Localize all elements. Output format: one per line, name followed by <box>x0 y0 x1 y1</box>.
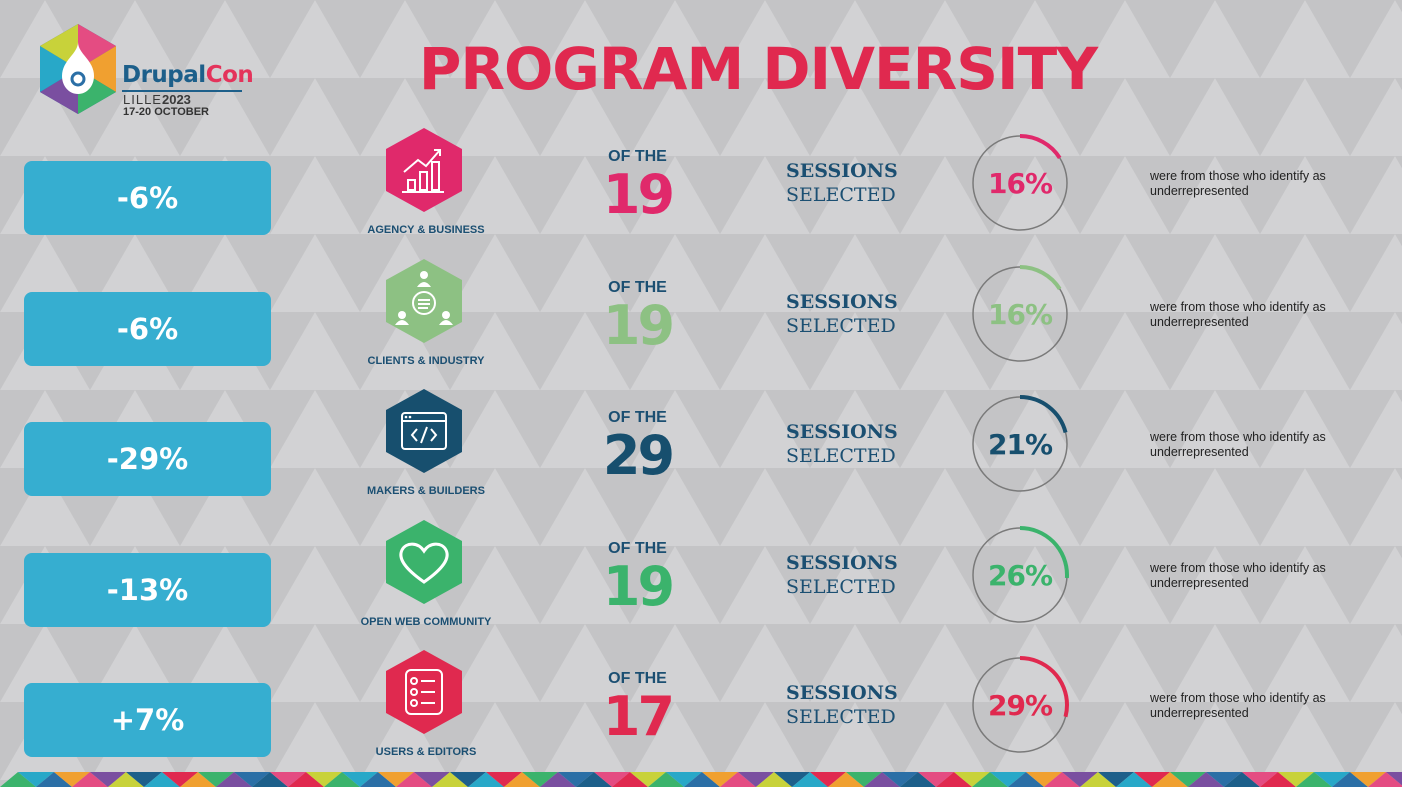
change-badge: -13% <box>24 553 271 627</box>
track-label: OPEN WEB COMMUNITY <box>360 616 492 628</box>
selected-label: SELECTED <box>786 706 896 728</box>
sessions-count: 17 <box>602 685 675 748</box>
selected-label: SELECTED <box>786 315 896 337</box>
logo-dates: 17-20 OCTOBER <box>123 106 209 118</box>
track-row: +7% USERS & EDITORS OF THE 17 SESSIONS SELECT… <box>0 650 1402 780</box>
change-badge: +7% <box>24 683 271 757</box>
track-row: -13% OPEN WEB COMMUNITY OF THE 19 SESSIONS SE… <box>0 520 1402 650</box>
sessions-count: 19 <box>602 555 675 618</box>
track-row: -6% AGENCY & BUSINESS OF THE 19 SESSIONS SELE… <box>0 128 1402 258</box>
logo-wordmark: DrupalCon <box>122 62 254 88</box>
underrepresented-note: were from those who identify as underrep… <box>1150 430 1326 459</box>
code-window-icon <box>386 389 462 473</box>
underrepresented-note: were from those who identify as underrep… <box>1150 169 1326 198</box>
percent-ring <box>971 526 1069 624</box>
underrepresented-note: were from those who identify as underrep… <box>1150 300 1326 329</box>
track-label: USERS & EDITORS <box>375 746 477 758</box>
of-the-label: OF THE <box>608 279 667 296</box>
logo-city: LILLE2023 <box>123 92 191 107</box>
selected-label: SELECTED <box>786 576 896 598</box>
sessions-label: SESSIONS <box>786 291 898 313</box>
percent-ring-arc <box>971 265 1069 363</box>
percent-ring <box>971 656 1069 754</box>
of-the-label: OF THE <box>608 540 667 557</box>
page-title: PROGRAM DIVERSITY <box>418 35 1098 103</box>
of-the-label: OF THE <box>608 409 667 426</box>
change-badge: -29% <box>24 422 271 496</box>
sessions-count: 19 <box>602 163 675 226</box>
chart-growth-icon <box>386 128 462 212</box>
percent-ring-arc <box>971 526 1069 624</box>
percent-ring-arc <box>971 134 1069 232</box>
percent-ring-arc <box>971 656 1069 754</box>
selected-label: SELECTED <box>786 445 896 467</box>
percent-value: 16% <box>987 166 1053 200</box>
change-badge: -6% <box>24 161 271 235</box>
track-row: -29% MAKERS & BUILDERS OF THE 29 SESSIONS SEL… <box>0 389 1402 519</box>
percent-value: 26% <box>987 558 1053 592</box>
checklist-icon <box>386 650 462 734</box>
percent-ring-arc <box>971 395 1069 493</box>
percent-ring <box>971 134 1069 232</box>
sessions-label: SESSIONS <box>786 160 898 182</box>
percent-value: 21% <box>987 427 1053 461</box>
underrepresented-note: were from those who identify as underrep… <box>1150 691 1326 720</box>
percent-ring <box>971 395 1069 493</box>
sessions-label: SESSIONS <box>786 682 898 704</box>
selected-label: SELECTED <box>786 184 896 206</box>
heart-icon <box>386 520 462 604</box>
track-label: MAKERS & BUILDERS <box>367 485 485 497</box>
network-people-icon <box>386 259 462 343</box>
percent-value: 29% <box>987 688 1053 722</box>
track-label: AGENCY & BUSINESS <box>367 224 485 236</box>
sessions-label: SESSIONS <box>786 552 898 574</box>
track-label: CLIENTS & INDUSTRY <box>367 355 485 367</box>
sessions-count: 19 <box>602 294 675 357</box>
bottom-color-strip <box>0 772 1402 787</box>
logo-underline <box>122 90 242 92</box>
sessions-label: SESSIONS <box>786 421 898 443</box>
sessions-count: 29 <box>602 424 675 487</box>
of-the-label: OF THE <box>608 148 667 165</box>
percent-value: 16% <box>987 297 1053 331</box>
change-badge: -6% <box>24 292 271 366</box>
drupal-drop-icon <box>40 24 116 114</box>
of-the-label: OF THE <box>608 670 667 687</box>
underrepresented-note: were from those who identify as underrep… <box>1150 561 1326 590</box>
drupalcon-logo: DrupalCon LILLE2023 17-20 OCTOBER <box>38 24 258 124</box>
track-row: -6% CLIENTS & INDUSTRY OF THE 19 SESSIONS SEL… <box>0 259 1402 389</box>
percent-ring <box>971 265 1069 363</box>
